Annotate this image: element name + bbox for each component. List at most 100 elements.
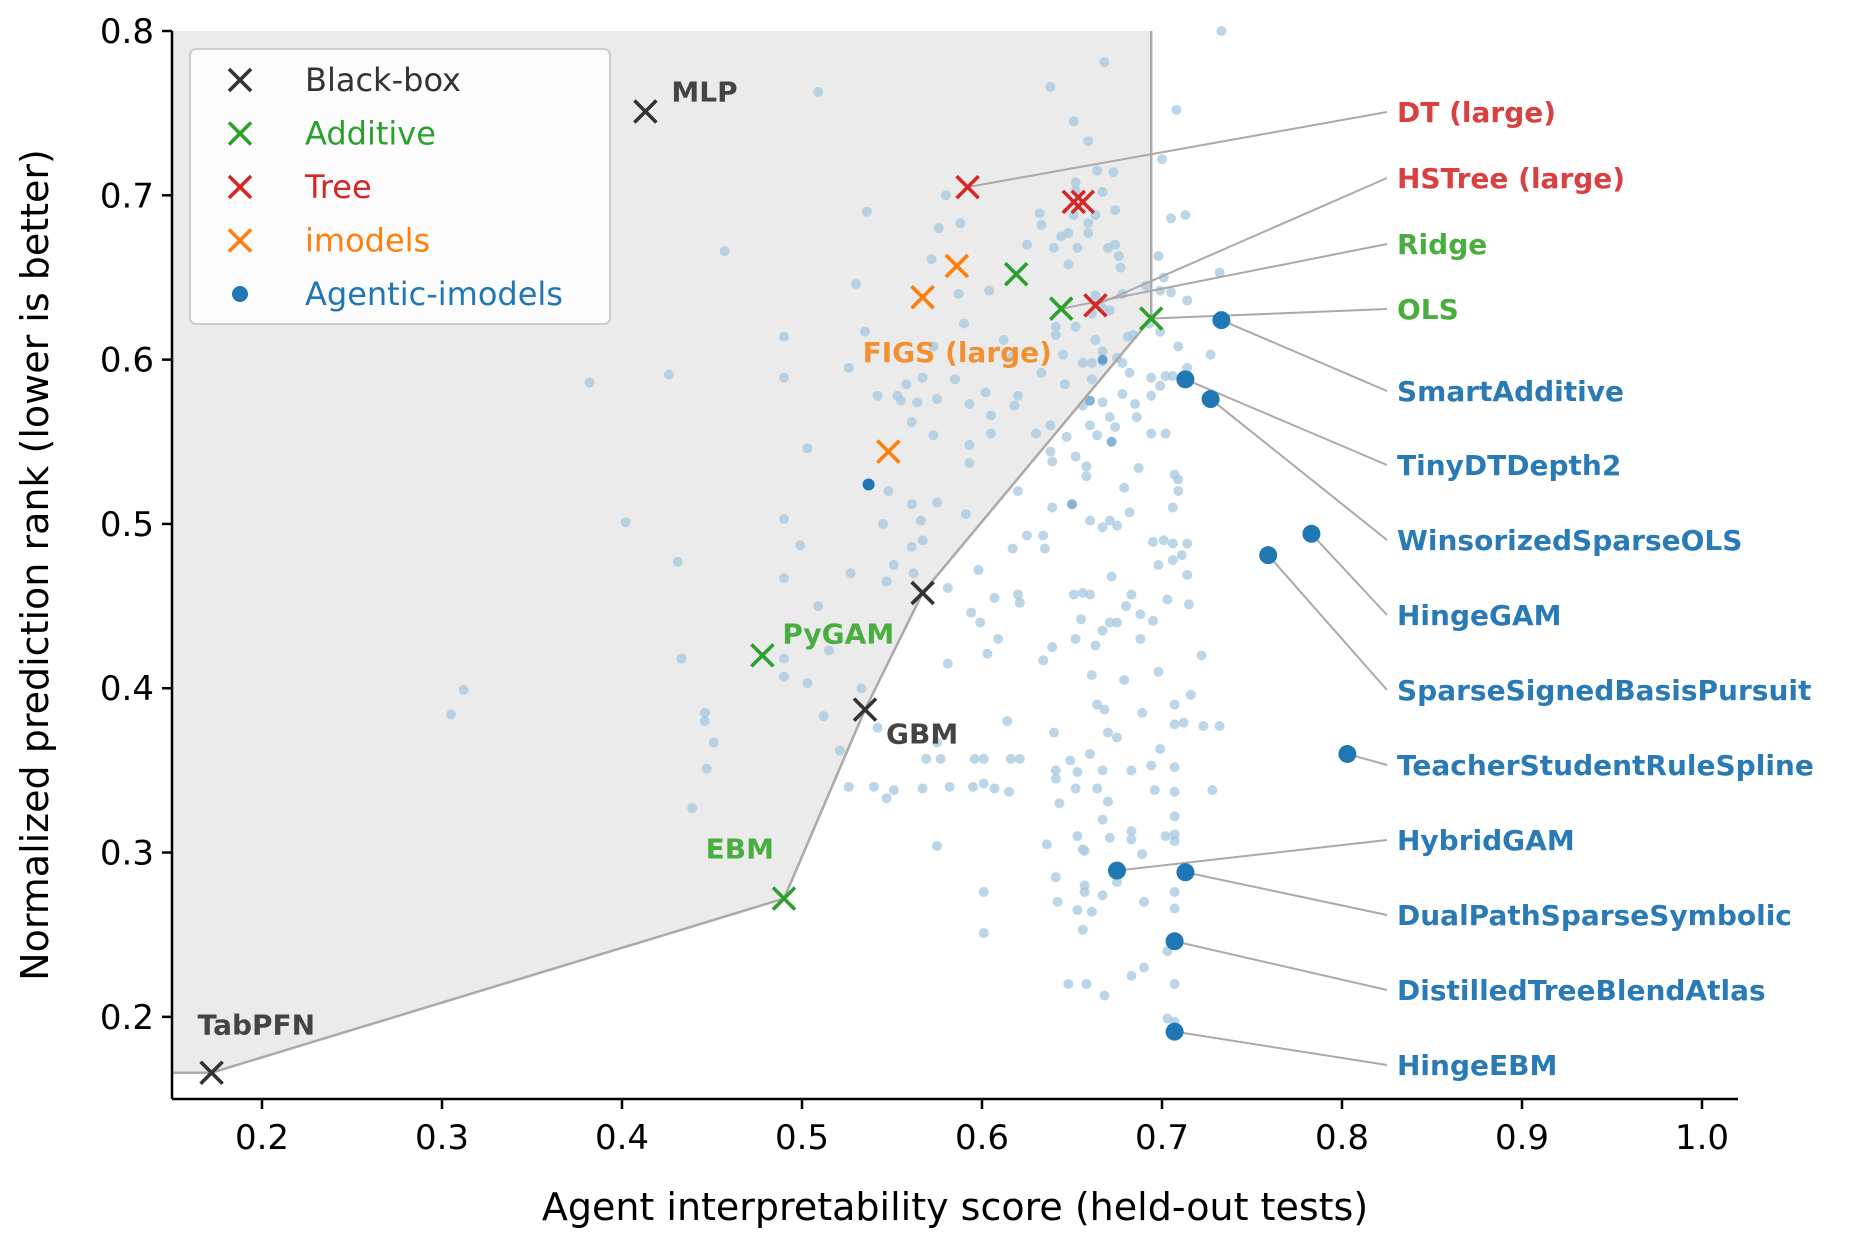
x-tick-label: 0.6 — [955, 1118, 1009, 1158]
background-point — [982, 648, 993, 659]
background-point — [1034, 208, 1045, 219]
background-point — [1083, 228, 1094, 239]
point-black-box-3 — [910, 580, 935, 606]
background-point — [1146, 372, 1157, 383]
background-point — [1049, 242, 1059, 253]
background-point — [1149, 785, 1160, 796]
background-point — [1002, 716, 1013, 727]
background-point — [1072, 767, 1083, 778]
background-point — [888, 785, 899, 796]
background-point — [1153, 560, 1164, 570]
background-point — [1155, 744, 1166, 755]
y-tick-label: 0.3 — [100, 834, 154, 874]
background-point — [1058, 349, 1068, 360]
background-point — [1097, 354, 1108, 365]
point-mlp — [633, 99, 658, 124]
background-point — [1126, 589, 1137, 600]
background-point — [1121, 601, 1131, 612]
background-point — [1182, 569, 1193, 580]
background-point — [969, 753, 980, 764]
background-point — [1022, 530, 1032, 541]
background-point — [980, 387, 991, 398]
background-point — [1068, 116, 1079, 127]
x-tick-label: 0.4 — [595, 1118, 649, 1158]
background-point — [1104, 832, 1115, 843]
background-point — [1162, 594, 1173, 605]
background-point — [1070, 783, 1081, 794]
leader-winsorizedsparseols — [1209, 398, 1388, 541]
background-point — [926, 254, 937, 265]
background-point — [1085, 515, 1095, 526]
background-point — [950, 374, 960, 385]
background-point — [1169, 903, 1180, 914]
background-point — [1169, 786, 1180, 797]
background-point — [1031, 428, 1041, 439]
marker-stroke — [944, 253, 970, 279]
label-tabpfn: TabPFN — [198, 1009, 316, 1042]
background-point — [1126, 834, 1137, 845]
background-point — [1135, 609, 1146, 620]
background-point — [993, 633, 1004, 644]
background-point — [802, 443, 813, 454]
background-point — [802, 678, 813, 689]
point-winsorizedsparseols — [1201, 390, 1220, 409]
background-point — [663, 369, 674, 380]
background-point — [1131, 412, 1142, 423]
background-point — [1112, 732, 1122, 743]
background-point — [1139, 962, 1149, 973]
background-point — [1167, 502, 1178, 513]
background-point — [1167, 555, 1178, 566]
background-point — [1099, 57, 1110, 68]
point-ridge — [1048, 296, 1074, 321]
background-point — [917, 783, 928, 794]
background-point — [1130, 398, 1140, 409]
background-point — [1007, 351, 1018, 362]
background-point — [1041, 839, 1052, 850]
background-point — [1086, 357, 1097, 368]
label-sparsesignedbasispursuit: SparseSignedBasisPursuit — [1397, 674, 1811, 707]
background-point — [872, 390, 883, 401]
y-tick-label: 0.7 — [100, 176, 154, 216]
label-hstree-large: HSTree (large) — [1397, 162, 1625, 195]
background-point — [1097, 814, 1108, 825]
background-point — [1182, 295, 1193, 306]
background-point — [1009, 400, 1020, 411]
background-point — [779, 331, 789, 342]
background-point — [1090, 640, 1101, 651]
point-figs-large — [910, 284, 935, 310]
background-point — [584, 377, 595, 388]
background-point — [932, 840, 942, 851]
background-point — [1047, 502, 1058, 513]
background-point — [1104, 515, 1115, 526]
marker-stroke — [876, 439, 901, 464]
background-point — [942, 583, 953, 594]
background-point — [779, 671, 789, 682]
background-point — [878, 518, 888, 529]
background-point — [908, 568, 919, 579]
background-point — [1169, 719, 1180, 730]
background-point — [1070, 177, 1081, 188]
label-pygam: PyGAM — [782, 617, 894, 650]
background-point — [1126, 826, 1137, 837]
background-point — [1070, 633, 1081, 644]
background-point — [1077, 924, 1088, 935]
background-point — [1092, 165, 1103, 176]
background-point — [978, 753, 989, 764]
background-point — [1173, 341, 1184, 352]
background-point — [1097, 625, 1108, 636]
background-point — [935, 753, 946, 764]
legend-marker-imodels — [227, 228, 253, 253]
background-point — [843, 362, 854, 373]
legend-marker-agentic — [232, 286, 248, 302]
background-point — [1155, 326, 1166, 337]
point-ebm — [771, 886, 797, 911]
label-dualpathsparsesymbolic: DualPathSparseSymbolic — [1397, 899, 1792, 932]
label-teacherstudentrulespline: TeacherStudentRuleSpline — [1397, 749, 1814, 782]
background-point — [912, 397, 923, 408]
background-point — [1013, 589, 1023, 600]
background-point — [1117, 389, 1128, 400]
background-point — [1047, 456, 1058, 467]
marker-stroke — [910, 580, 935, 606]
background-point — [1040, 543, 1050, 554]
background-point — [834, 745, 845, 756]
